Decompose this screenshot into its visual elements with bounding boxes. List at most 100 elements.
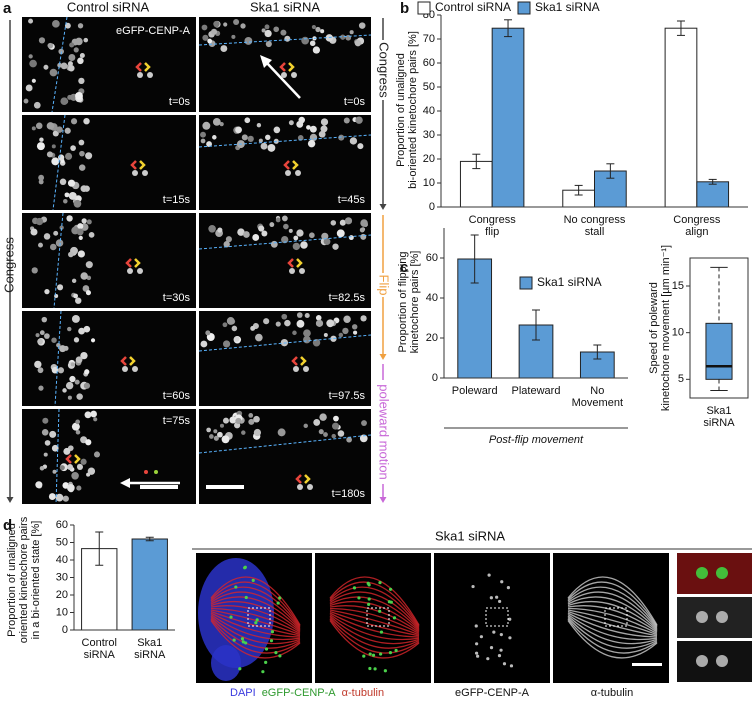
panel-label: d — [3, 517, 12, 534]
kinetochore-dot — [68, 251, 74, 258]
kinetochore-dot — [276, 601, 280, 605]
kinetochore-dot — [330, 220, 337, 226]
kinetochore-dot — [260, 142, 268, 150]
kinetochore-dot — [223, 22, 228, 27]
kinetochore-dot — [85, 152, 93, 160]
kinetochore-dot — [25, 84, 33, 92]
spindle-fiber — [567, 596, 658, 631]
kinetochore-dot — [326, 319, 335, 328]
chevron — [300, 356, 307, 366]
kinetochore-dot — [205, 330, 211, 336]
chevron — [288, 62, 295, 72]
kinetochore-dot — [353, 330, 358, 335]
chevron — [129, 356, 136, 366]
kinetochore-dot — [127, 268, 133, 274]
kinetochore-dot — [77, 223, 84, 230]
kinetochore-dot — [367, 597, 371, 601]
spindle-fiber — [210, 596, 301, 631]
kinetochore-dot — [68, 191, 77, 200]
kinetochore-dot — [200, 340, 208, 348]
kinetochore-dot — [251, 578, 255, 582]
kinetochore-dot — [70, 145, 76, 151]
kinetochore-dot — [256, 123, 262, 128]
kinetochore-dot — [379, 652, 383, 656]
chevron — [65, 454, 72, 464]
kinetochore-dot — [67, 326, 72, 332]
y-tick-label: 10 — [423, 177, 435, 189]
kinetochore-dot — [73, 337, 80, 343]
kinetochore-dot — [479, 635, 484, 639]
kinetochore-dot — [303, 329, 311, 338]
bar — [664, 27, 698, 208]
kinetochore-dot — [253, 428, 262, 437]
phase-label: Flip — [377, 275, 392, 296]
kinetochore-dot — [495, 595, 499, 599]
spindle-fiber — [567, 615, 658, 645]
y-tick-label: 10 — [56, 606, 68, 618]
kinetochore-dot — [207, 38, 213, 44]
image-caption: eGFP-CENP-A — [455, 687, 530, 699]
kinetochore-dot — [248, 418, 255, 425]
kinetochore-dot — [291, 72, 297, 78]
kinetochore-dot — [233, 18, 240, 25]
kinetochore-dot — [270, 240, 278, 248]
kinetochore-dot — [73, 47, 79, 53]
kinetochore-dot — [44, 333, 50, 339]
kinetochore-dot — [278, 654, 282, 658]
scale-bar — [632, 663, 662, 666]
kinetochore-dot — [358, 22, 366, 29]
spindle-fiber — [210, 610, 301, 637]
phase-arrow-head — [6, 497, 14, 503]
kinetochore-dot — [315, 319, 324, 327]
kinetochore-dot — [78, 139, 85, 146]
kinetochore-dot — [53, 230, 59, 236]
kinetochore-dot — [254, 621, 258, 625]
chevron — [135, 62, 142, 72]
kinetochore-dot — [359, 434, 368, 443]
phase-label-bg — [375, 273, 391, 297]
phase-label-bg — [375, 380, 391, 484]
kinetochore-dot — [93, 417, 98, 422]
kinetochore-dot — [82, 285, 90, 292]
kinetochore-dot — [351, 324, 358, 330]
y-axis-label: Proportion of unaligned — [395, 53, 407, 167]
kinetochore-dot — [28, 18, 34, 24]
kinetochore-dot — [80, 272, 88, 280]
kinetochore-dot — [284, 35, 291, 42]
kinetochore-dot — [307, 484, 313, 490]
chevron — [139, 160, 146, 170]
kinetochore-dot — [348, 235, 354, 241]
kinetochore-dot — [352, 586, 357, 590]
kinetochore-dot — [367, 583, 371, 587]
column-title: Control siRNA — [67, 0, 150, 14]
kinetochore-dot — [303, 366, 309, 372]
kinetochore-dot — [43, 64, 49, 70]
chevron — [120, 356, 127, 366]
kinetochore-dot — [300, 241, 308, 249]
kinetochore-dot — [486, 657, 490, 661]
kinetochore-dot — [73, 199, 82, 208]
kinetochore-dot — [35, 481, 43, 489]
kinetochore-dot — [716, 567, 728, 579]
kinetochore-dot — [85, 290, 91, 296]
kinetochore-dot — [29, 59, 37, 68]
kinetochore-dot — [244, 117, 251, 124]
kinetochore-dot — [210, 28, 218, 35]
scale-bar — [720, 638, 746, 641]
kinetochore-dot — [267, 143, 276, 152]
legend-label: Ska1 siRNA — [537, 275, 602, 289]
y-tick-label: 20 — [56, 589, 68, 601]
panel-label: c — [400, 259, 408, 276]
y-tick-label: 50 — [56, 536, 68, 548]
kinetochore-dot — [360, 315, 367, 322]
kinetochore-dot — [57, 367, 65, 374]
kinetochore-dot — [31, 126, 36, 131]
kinetochore-dot — [319, 413, 327, 421]
spindle-fiber — [567, 617, 658, 649]
kinetochore-dot — [320, 29, 325, 34]
kinetochore-dot — [320, 118, 329, 126]
kinetochore-dot — [80, 185, 88, 193]
kinetochore-dot — [274, 651, 278, 655]
bar — [696, 181, 730, 208]
kinetochore-dot — [217, 431, 223, 438]
